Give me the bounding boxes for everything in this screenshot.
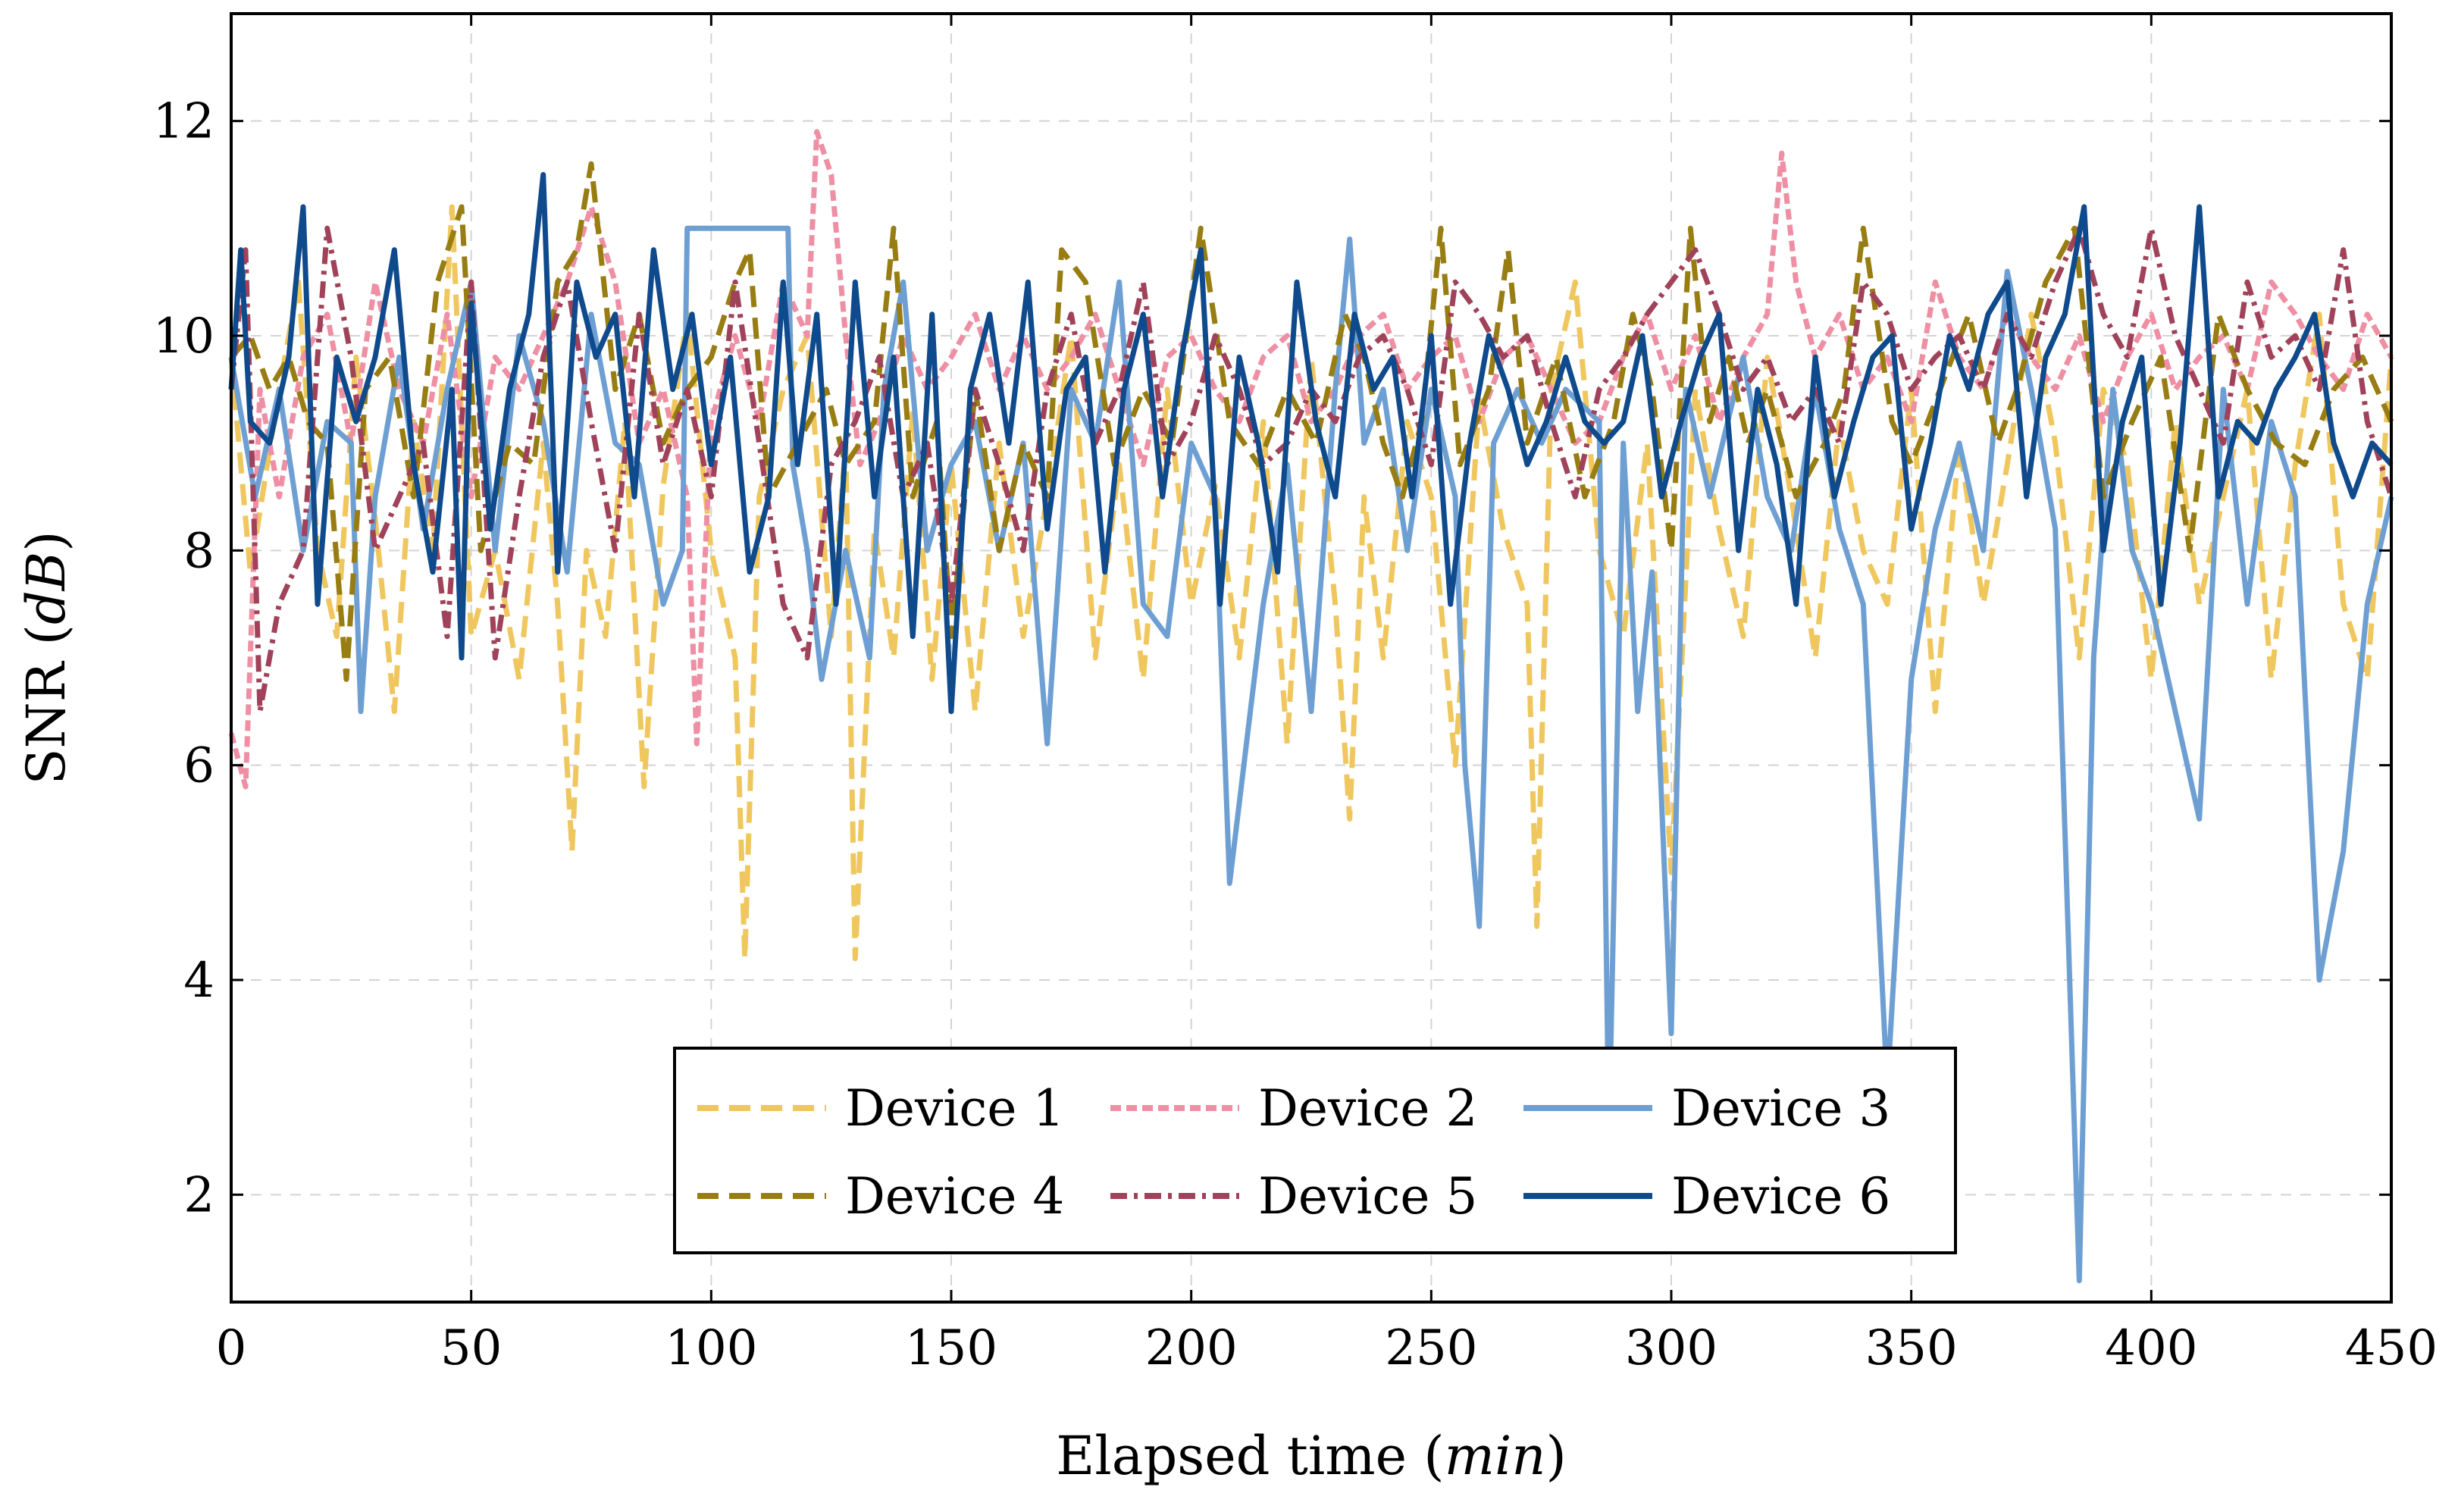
x-tick-label: 400 [2105,1320,2197,1376]
x-axis-title-unit: min [1445,1425,1546,1487]
legend: Device 1 Device 2 Device 3 Device 4 Device 5… [673,1047,1957,1254]
x-axis-title: Elapsed time (min) [1056,1425,1567,1487]
x-axis-title-text: Elapsed time [1056,1425,1407,1487]
x-tick-label: 300 [1625,1320,1717,1376]
series-line-device-3 [228,225,2394,1284]
y-tick-label: 2 [183,1167,214,1223]
x-tick-label: 150 [905,1320,997,1376]
legend-label-device-6: Device 6 [1671,1167,1890,1226]
x-tick-label: 350 [1865,1320,1958,1376]
x-tick-label: 200 [1145,1320,1238,1376]
y-axis-title-text: SNR [15,660,77,784]
y-tick-label: 6 [183,738,214,794]
x-axis-ticks: 0 50 100 150 200 250 300 350 400 450 [216,14,2438,1376]
x-tick-label: 450 [2345,1320,2438,1376]
series-layer [228,129,2394,1284]
y-axis-ticks: 2 4 6 8 10 12 [153,94,2391,1223]
y-tick-label: 12 [153,94,214,150]
x-tick-label: 250 [1385,1320,1477,1376]
y-axis-title: SNR (dB) [15,531,77,784]
y-tick-label: 4 [183,953,214,1009]
series-line-device-5 [228,225,2394,715]
legend-label-device-5: Device 5 [1258,1167,1477,1226]
y-axis-title-unit: dB [15,552,77,625]
x-tick-label: 100 [665,1320,757,1376]
legend-label-device-3: Device 3 [1671,1079,1890,1138]
legend-box [673,1047,1957,1254]
legend-label-device-4: Device 4 [845,1167,1064,1226]
series-line-device-4 [229,161,2394,682]
x-tick-label: 50 [440,1320,502,1376]
plot-frame [230,12,2393,1304]
legend-label-device-2: Device 2 [1258,1079,1477,1138]
series-line-device-1 [228,204,2394,962]
series-line-device-6 [228,172,2394,715]
legend-label-device-1: Device 1 [845,1079,1064,1138]
y-tick-label: 10 [153,308,214,365]
x-tick-label: 0 [216,1320,247,1376]
y-tick-label: 8 [183,523,214,579]
